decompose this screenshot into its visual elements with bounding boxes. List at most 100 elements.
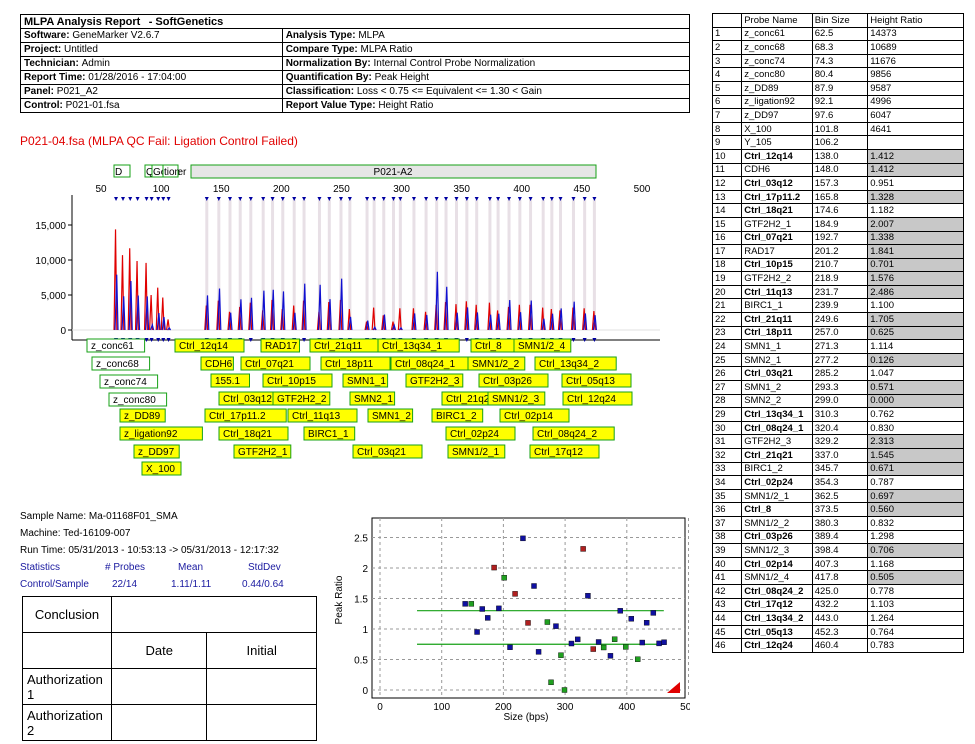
table-row[interactable]: 29 Ctrl_13q34_1 310.3 0.762	[711, 407, 964, 422]
table-row[interactable]: 41 SMN1/2_4 417.8 0.505	[711, 570, 964, 585]
probe-label-box[interactable]	[499, 408, 570, 423]
probe-label-box[interactable]	[262, 373, 333, 388]
probe-label-box[interactable]	[487, 391, 546, 406]
table-row[interactable]: 28 SMN2_2 299.0 0.000	[711, 393, 964, 409]
authorization-1-date[interactable]	[110, 668, 208, 705]
probe-label-box[interactable]	[513, 338, 572, 353]
table-row[interactable]: 27 SMN1_2 293.3 0.571	[711, 380, 964, 395]
electropherogram: DQ andGendertionP021-A2 5010015020025030…	[35, 164, 660, 476]
probe-label-box[interactable]	[561, 373, 632, 388]
table-row[interactable]: 20 Ctrl_11q13 231.7 2.486	[711, 284, 964, 300]
probe-label-box[interactable]	[478, 373, 549, 388]
table-row[interactable]: 25 SMN2_1 277.2 0.126	[711, 352, 964, 368]
table-row[interactable]: 11 CDH6 148.0 1.412	[711, 162, 964, 178]
probe-label-box[interactable]	[445, 426, 516, 441]
table-row[interactable]: 6 z_ligation92 92.1 4996	[711, 94, 964, 110]
probe-label-box[interactable]	[352, 444, 423, 459]
probe-label-box[interactable]	[240, 356, 311, 371]
control-label-box[interactable]	[119, 426, 203, 441]
probe-label-box[interactable]	[377, 338, 460, 353]
probe-label-box[interactable]	[320, 356, 391, 371]
probe-label-box[interactable]	[367, 408, 414, 423]
authorization-2-initial[interactable]	[206, 704, 317, 741]
control-label-box[interactable]	[141, 461, 182, 476]
probe-label-box[interactable]	[233, 444, 292, 459]
control-label-box[interactable]	[133, 444, 180, 459]
probe-label-box[interactable]	[467, 356, 526, 371]
table-row[interactable]: 24 SMN1_1 271.3 1.114	[711, 339, 964, 354]
table-row[interactable]: 40 Ctrl_02p14 407.3 1.168	[711, 556, 964, 572]
probe-label-box[interactable]	[204, 408, 287, 423]
top-box	[113, 164, 131, 178]
probe-label-box[interactable]	[174, 338, 245, 353]
table-row[interactable]: 14 Ctrl_18q21 174.6 1.182	[711, 203, 964, 218]
probe-label-box[interactable]	[532, 426, 615, 441]
control-label-box[interactable]	[108, 392, 168, 407]
probe-label-box[interactable]	[405, 373, 464, 388]
table-row[interactable]: 21 BIRC1_1 239.9 1.100	[711, 298, 964, 314]
table-row[interactable]: 16 Ctrl_07q21 192.7 1.338	[711, 230, 964, 246]
table-row[interactable]: 42 Ctrl_08q24_2 425.0 0.778	[711, 583, 964, 599]
table-row[interactable]: 8 X_100 101.8 4641	[711, 121, 964, 137]
authorization-1-initial[interactable]	[206, 668, 317, 705]
table-row[interactable]: 13 Ctrl_17p11.2 165.8 1.328	[711, 189, 964, 205]
table-row[interactable]: 15 GTF2H2_1 184.9 2.007	[711, 216, 964, 232]
table-row[interactable]: 22 Ctrl_21q11 249.6 1.705	[711, 312, 964, 327]
row-index: 12	[711, 176, 743, 191]
table-row[interactable]: 7 z_DD97 97.6 6047	[711, 108, 964, 123]
table-row[interactable]: 9 Y_105 106.2	[711, 135, 964, 150]
table-row[interactable]: 12 Ctrl_03q12 157.3 0.951	[711, 176, 964, 191]
table-row[interactable]: 37 SMN1/2_2 380.3 0.832	[711, 515, 964, 531]
probe-label-box[interactable]	[200, 356, 234, 371]
table-row[interactable]: 5 z_DD89 87.9 9587	[711, 80, 964, 96]
table-row[interactable]: 32 Ctrl_21q21 337.0 1.545	[711, 448, 964, 463]
resize-corner-icon[interactable]	[667, 682, 680, 693]
table-row[interactable]: 36 Ctrl_8 373.5 0.560	[711, 502, 964, 517]
probe-label-box[interactable]	[210, 373, 250, 388]
probe-label-box[interactable]	[529, 444, 600, 459]
probe-label-box[interactable]	[287, 408, 358, 423]
probe-label-box[interactable]	[260, 338, 300, 353]
probe-label-box[interactable]	[303, 426, 356, 441]
sample-peak	[583, 313, 588, 331]
table-row[interactable]: 30 Ctrl_08q24_1 320.4 0.830	[711, 420, 964, 436]
control-label-box[interactable]	[119, 408, 166, 423]
probe-label-box[interactable]	[218, 426, 289, 441]
probe-label-box[interactable]	[342, 373, 389, 388]
table-row[interactable]: 35 SMN1/2_1 362.5 0.697	[711, 488, 964, 504]
table-row[interactable]: 18 Ctrl_10p15 210.7 0.701	[711, 257, 964, 273]
table-row[interactable]: 10 Ctrl_12q14 138.0 1.412	[711, 148, 964, 164]
table-row[interactable]: 31 GTF2H2_3 329.2 2.313	[711, 434, 964, 449]
table-row[interactable]: 33 BIRC1_2 345.7 0.671	[711, 461, 964, 477]
control-peak	[227, 311, 232, 331]
table-row[interactable]: 1 z_conc61 62.5 14373	[711, 26, 964, 42]
probe-label-box[interactable]	[272, 391, 331, 406]
table-row[interactable]: 46 Ctrl_12q24 460.4 0.783	[711, 638, 964, 653]
table-row[interactable]: 4 z_conc80 80.4 9856	[711, 67, 964, 82]
control-label-box[interactable]	[91, 356, 151, 371]
control-label-box[interactable]	[99, 374, 159, 389]
probe-label-box[interactable]	[447, 444, 506, 459]
bin-marker-icon	[338, 197, 343, 201]
table-row[interactable]: 34 Ctrl_02p24 354.3 0.787	[711, 475, 964, 490]
table-row[interactable]: 19 GTF2H2_2 218.9 1.576	[711, 271, 964, 286]
probe-label-box[interactable]	[349, 391, 396, 406]
table-row[interactable]: 17 RAD17 201.2 1.841	[711, 244, 964, 259]
bin-shade	[412, 200, 416, 330]
bin-marker-icon	[114, 197, 119, 201]
table-row[interactable]: 39 SMN1/2_3 398.4 0.706	[711, 543, 964, 558]
probe-label-box[interactable]	[431, 408, 484, 423]
control-label-box[interactable]	[86, 338, 146, 353]
table-row[interactable]: 38 Ctrl_03p26 389.4 1.298	[711, 529, 964, 545]
table-row[interactable]: 26 Ctrl_03q21 285.2 1.047	[711, 366, 964, 382]
probe-label-box[interactable]	[534, 356, 617, 371]
table-row[interactable]: 44 Ctrl_13q34_2 443.0 1.264	[711, 611, 964, 626]
table-row[interactable]: 43 Ctrl_17q12 432.2 1.103	[711, 597, 964, 613]
table-row[interactable]: 23 Ctrl_18p11 257.0 0.625	[711, 325, 964, 341]
table-row[interactable]: 3 z_conc74 74.3 11676	[711, 53, 964, 69]
table-row[interactable]: 2 z_conc68 68.3 10689	[711, 40, 964, 55]
authorization-2-date[interactable]	[110, 704, 208, 741]
conclusion-field[interactable]	[111, 596, 317, 633]
probe-label-box[interactable]	[562, 391, 633, 406]
table-row[interactable]: 45 Ctrl_05q13 452.3 0.764	[711, 624, 964, 640]
